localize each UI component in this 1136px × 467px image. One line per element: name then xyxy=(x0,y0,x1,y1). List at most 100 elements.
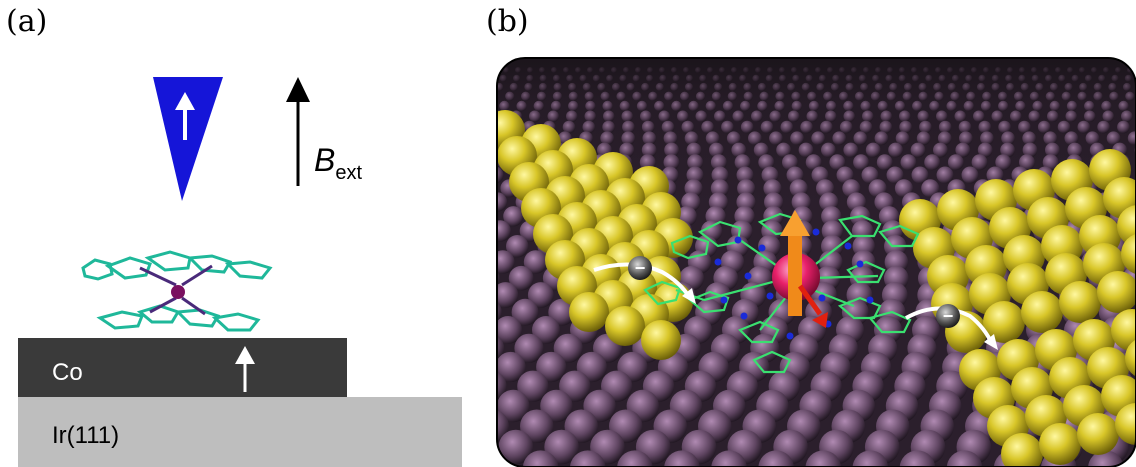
co-layer xyxy=(18,338,347,397)
substrate-atom xyxy=(899,450,936,467)
substrate-atom xyxy=(520,409,554,443)
substrate-atom xyxy=(463,143,478,158)
substrate-atom xyxy=(497,316,522,344)
substrate-atom xyxy=(475,235,498,258)
electrode-atom xyxy=(569,292,609,332)
substrate-atom xyxy=(540,389,573,423)
electrode-atom xyxy=(1097,271,1136,313)
substrate-atom xyxy=(491,67,497,73)
electrode-atom xyxy=(1021,291,1063,333)
substrate-atom xyxy=(497,265,500,291)
electrode-atom xyxy=(1111,309,1136,351)
substrate-atom xyxy=(462,167,479,184)
substrate-atom xyxy=(474,131,488,145)
molecule-side-view xyxy=(81,250,273,332)
substrate-atom xyxy=(460,192,479,211)
substrate-atom xyxy=(1088,450,1124,467)
substrate-atom xyxy=(455,352,485,382)
substrate-atom xyxy=(497,220,511,242)
substrate-atom xyxy=(523,250,548,274)
substrate-atom xyxy=(511,298,539,326)
electrode-atom xyxy=(1077,413,1119,455)
substrate-atom xyxy=(569,450,606,467)
substrate-atom xyxy=(711,450,747,467)
substrate-atom xyxy=(758,450,795,467)
ir-layer xyxy=(18,397,462,467)
panel-label-b: (b) xyxy=(486,4,529,39)
nitrogen-atom xyxy=(844,242,852,250)
substrate-atom xyxy=(497,370,507,402)
substrate-atom xyxy=(473,92,482,101)
external-field-arrow xyxy=(286,77,310,186)
substrate-atom xyxy=(453,430,488,465)
substrate-atom xyxy=(497,282,519,308)
substrate-atom xyxy=(532,316,560,344)
substrate-atom xyxy=(508,265,534,291)
electrode-atom xyxy=(1117,205,1136,247)
svg-text:−: − xyxy=(943,306,954,326)
electrode-atom xyxy=(1039,423,1081,465)
substrate-atom xyxy=(474,206,494,226)
field-label: Bext xyxy=(314,142,362,184)
nitrogen-atom xyxy=(758,244,766,252)
substrate-atom xyxy=(474,179,492,197)
nitrogen-atom xyxy=(786,332,794,340)
stm-tip xyxy=(153,77,223,201)
substrate-atom xyxy=(484,121,497,134)
co-magnetization-arrow xyxy=(235,346,255,392)
electrode-atom xyxy=(1115,403,1136,445)
nitrogen-atom xyxy=(744,272,752,280)
electron-right: − xyxy=(905,304,998,350)
substrate-atom xyxy=(456,316,484,344)
electrode-atom xyxy=(605,306,645,346)
tilted-spin-arrow xyxy=(797,284,828,328)
electrode-atom xyxy=(1001,433,1043,467)
electron-left: − xyxy=(593,256,696,304)
substrate-atom xyxy=(497,250,515,274)
substrate-atom xyxy=(481,83,489,91)
substrate-atom xyxy=(486,75,493,82)
panel-label-a: (a) xyxy=(6,4,48,39)
left-electrode xyxy=(497,110,693,360)
nitrogen-atom xyxy=(766,292,774,300)
substrate-atom xyxy=(805,450,842,467)
molecule-center-atom xyxy=(171,285,185,299)
substrate-atom xyxy=(536,351,567,383)
nitrogen-atom xyxy=(714,258,722,266)
electrode-atom xyxy=(641,320,681,360)
tip-spin-arrow xyxy=(175,92,195,140)
substrate-atom xyxy=(517,370,549,402)
substrate-atom xyxy=(457,282,483,308)
substrate-atom xyxy=(467,67,473,73)
nitrogen-atom xyxy=(866,296,874,304)
substrate-atom xyxy=(497,389,530,423)
nitrogen-atom xyxy=(734,236,742,244)
substrate-atom xyxy=(497,351,526,383)
substrate-atom xyxy=(465,101,475,111)
electrode-atom xyxy=(1121,233,1136,275)
substrate-atom xyxy=(498,429,534,465)
substrate-atom xyxy=(664,450,700,467)
substrate-atom xyxy=(497,409,509,443)
co-label: Co xyxy=(52,359,83,386)
substrate-atom xyxy=(852,450,889,467)
substrate-atom xyxy=(617,450,653,467)
nitrogen-atom xyxy=(740,312,748,320)
substrate-atom xyxy=(482,101,492,111)
substrate-atom xyxy=(473,75,480,82)
substrate-atom xyxy=(458,250,482,274)
substrate-atom xyxy=(459,220,480,241)
substrate-atom xyxy=(503,206,524,227)
molecule-top-view xyxy=(643,212,920,374)
svg-text:−: − xyxy=(635,258,646,278)
substrate-atom xyxy=(527,282,554,308)
nitrogen-atom xyxy=(818,294,826,302)
ir-label: Ir(111) xyxy=(52,422,119,449)
spin-arrow xyxy=(780,210,810,316)
substrate-atom xyxy=(548,298,576,326)
nitrogen-atom xyxy=(720,296,728,304)
nitrogen-atom xyxy=(856,260,864,268)
electrode-atom xyxy=(1059,281,1101,323)
